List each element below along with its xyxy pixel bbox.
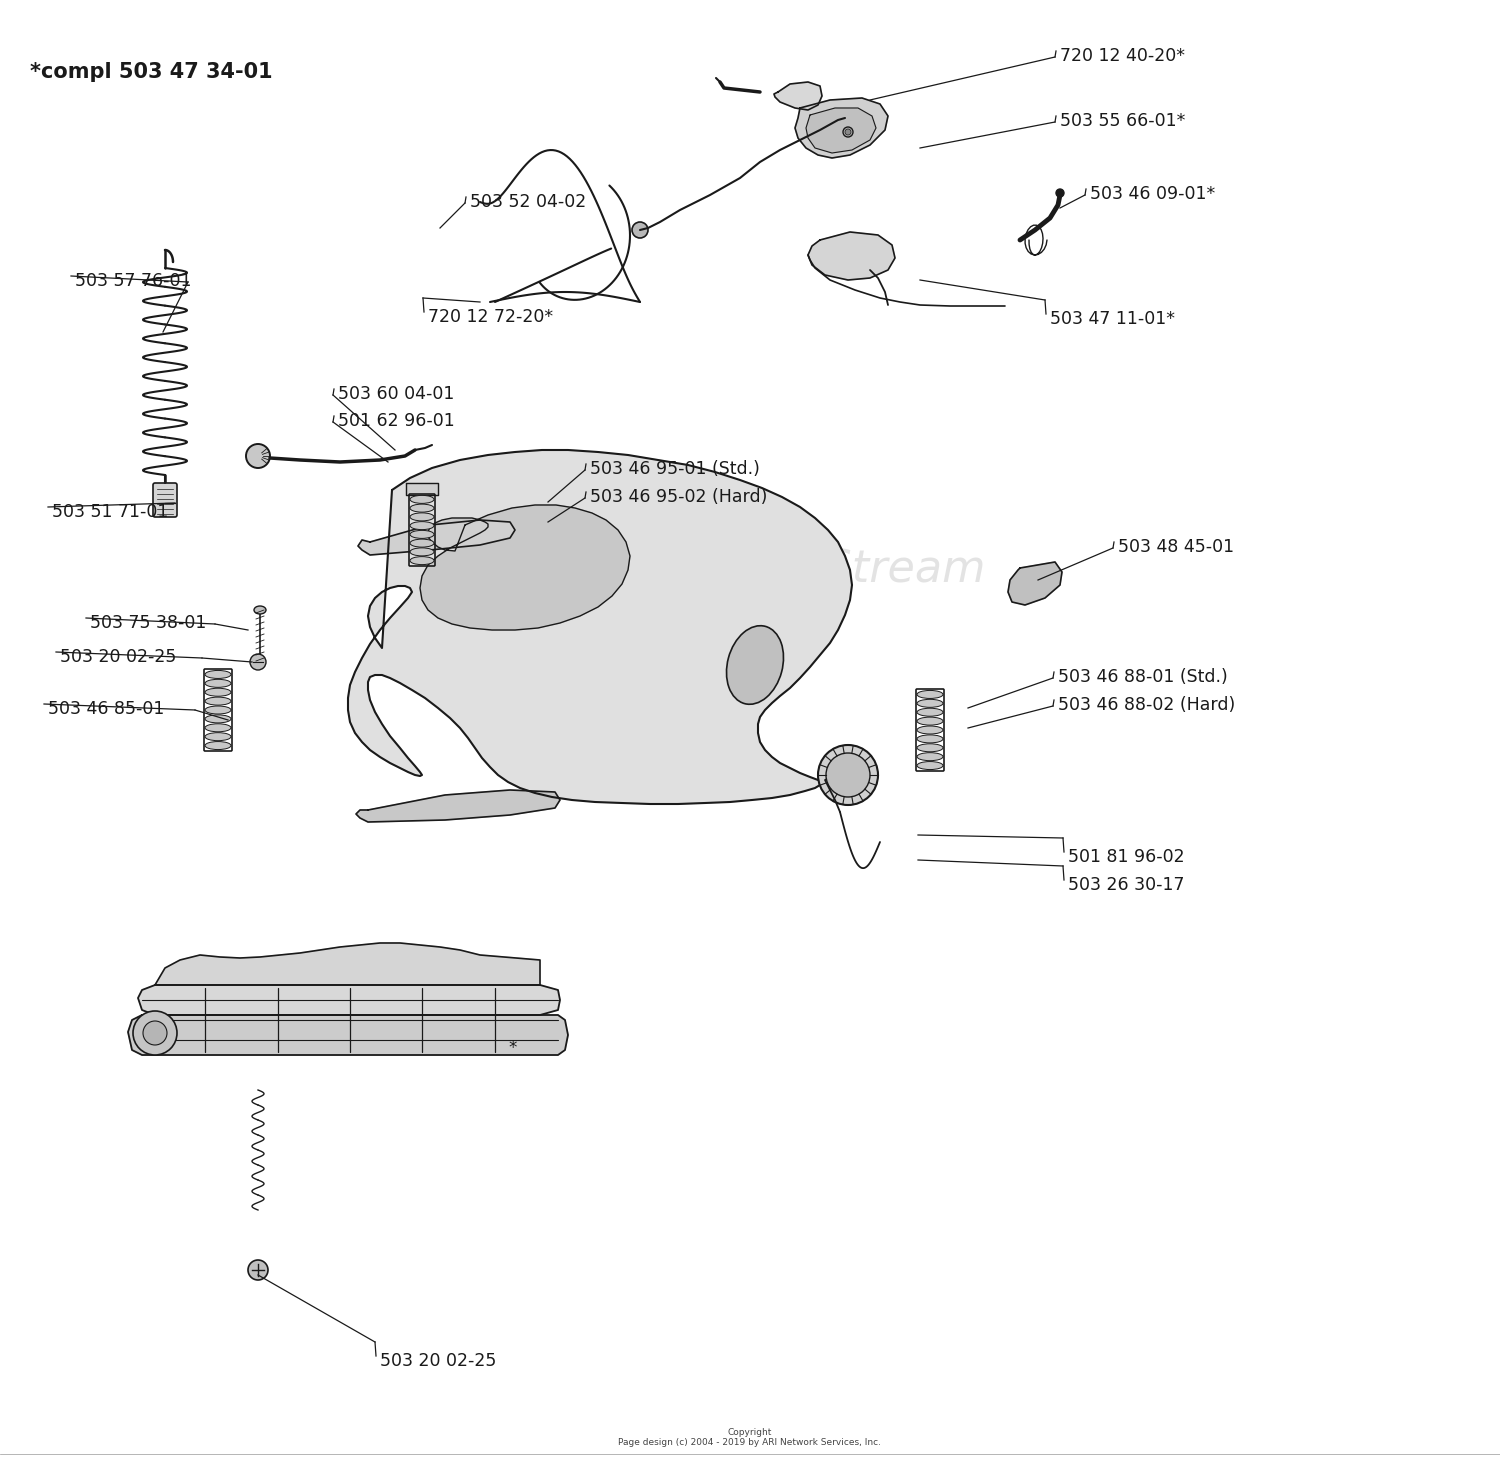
- Ellipse shape: [206, 679, 231, 687]
- Text: 503 46 95-01 (Std.): 503 46 95-01 (Std.): [590, 461, 760, 478]
- Ellipse shape: [916, 691, 944, 698]
- Ellipse shape: [410, 531, 434, 538]
- FancyBboxPatch shape: [153, 483, 177, 518]
- Circle shape: [827, 752, 870, 798]
- Ellipse shape: [916, 717, 944, 725]
- Text: 503 20 02-25: 503 20 02-25: [60, 647, 177, 666]
- Ellipse shape: [410, 513, 434, 521]
- Ellipse shape: [206, 723, 231, 732]
- Ellipse shape: [410, 504, 434, 512]
- Text: 503 20 02-25: 503 20 02-25: [380, 1352, 496, 1371]
- Ellipse shape: [206, 671, 231, 678]
- Polygon shape: [808, 232, 895, 280]
- Polygon shape: [138, 986, 560, 1015]
- Ellipse shape: [410, 496, 434, 503]
- Ellipse shape: [206, 688, 231, 697]
- Ellipse shape: [206, 697, 231, 706]
- Text: 503 46 85-01: 503 46 85-01: [48, 700, 165, 717]
- Text: 720 12 72-20*: 720 12 72-20*: [427, 308, 554, 327]
- Circle shape: [246, 445, 270, 468]
- Ellipse shape: [916, 709, 944, 716]
- Circle shape: [142, 1021, 166, 1045]
- Circle shape: [844, 128, 850, 136]
- Polygon shape: [358, 521, 514, 555]
- Text: 720 12 40-20*: 720 12 40-20*: [1060, 47, 1185, 66]
- Text: 503 55 66-01*: 503 55 66-01*: [1060, 112, 1185, 130]
- Text: 503 46 09-01*: 503 46 09-01*: [1090, 185, 1215, 203]
- Ellipse shape: [254, 607, 266, 614]
- Circle shape: [843, 127, 854, 137]
- Ellipse shape: [916, 744, 944, 752]
- Ellipse shape: [916, 752, 944, 761]
- Ellipse shape: [206, 714, 231, 723]
- Ellipse shape: [916, 761, 944, 770]
- Text: 503 52 04-02: 503 52 04-02: [470, 192, 586, 211]
- Ellipse shape: [410, 522, 434, 529]
- Text: 501 62 96-01: 501 62 96-01: [338, 413, 454, 430]
- Ellipse shape: [916, 726, 944, 733]
- Polygon shape: [420, 504, 630, 630]
- Ellipse shape: [410, 548, 434, 555]
- Text: *compl 503 47 34-01: *compl 503 47 34-01: [30, 63, 273, 82]
- Ellipse shape: [206, 706, 231, 714]
- Text: ARI PartStream: ARI PartStream: [645, 548, 986, 592]
- Ellipse shape: [410, 539, 434, 547]
- Text: 503 60 04-01: 503 60 04-01: [338, 385, 454, 402]
- Circle shape: [818, 745, 878, 805]
- Text: 501 81 96-02: 501 81 96-02: [1068, 849, 1185, 866]
- Polygon shape: [154, 943, 540, 986]
- Circle shape: [251, 655, 266, 671]
- Polygon shape: [774, 82, 822, 109]
- Ellipse shape: [206, 733, 231, 741]
- Polygon shape: [795, 98, 888, 157]
- Text: 503 48 45-01: 503 48 45-01: [1118, 538, 1234, 555]
- Text: 503 26 30-17: 503 26 30-17: [1068, 876, 1185, 894]
- Text: 503 46 95-02 (Hard): 503 46 95-02 (Hard): [590, 488, 768, 506]
- Text: 503 51 71-01: 503 51 71-01: [53, 503, 168, 521]
- Polygon shape: [128, 1015, 568, 1056]
- Text: 503 75 38-01: 503 75 38-01: [90, 614, 207, 631]
- Polygon shape: [348, 451, 852, 803]
- Polygon shape: [406, 483, 438, 496]
- Circle shape: [632, 222, 648, 238]
- Ellipse shape: [726, 625, 783, 704]
- Text: 503 47 11-01*: 503 47 11-01*: [1050, 311, 1174, 328]
- Polygon shape: [806, 108, 876, 153]
- Circle shape: [1056, 190, 1064, 197]
- Ellipse shape: [916, 735, 944, 744]
- Circle shape: [248, 1260, 268, 1280]
- Polygon shape: [1008, 561, 1062, 605]
- Ellipse shape: [916, 700, 944, 707]
- Text: 503 46 88-01 (Std.): 503 46 88-01 (Std.): [1058, 668, 1227, 687]
- Text: Copyright
Page design (c) 2004 - 2019 by ARI Network Services, Inc.: Copyright Page design (c) 2004 - 2019 by…: [618, 1427, 882, 1448]
- Ellipse shape: [410, 557, 434, 564]
- Text: 503 46 88-02 (Hard): 503 46 88-02 (Hard): [1058, 695, 1236, 714]
- Text: 503 57 76-01: 503 57 76-01: [75, 273, 192, 290]
- Circle shape: [134, 1010, 177, 1056]
- Text: *: *: [509, 1040, 516, 1057]
- Polygon shape: [356, 790, 560, 822]
- Ellipse shape: [206, 742, 231, 749]
